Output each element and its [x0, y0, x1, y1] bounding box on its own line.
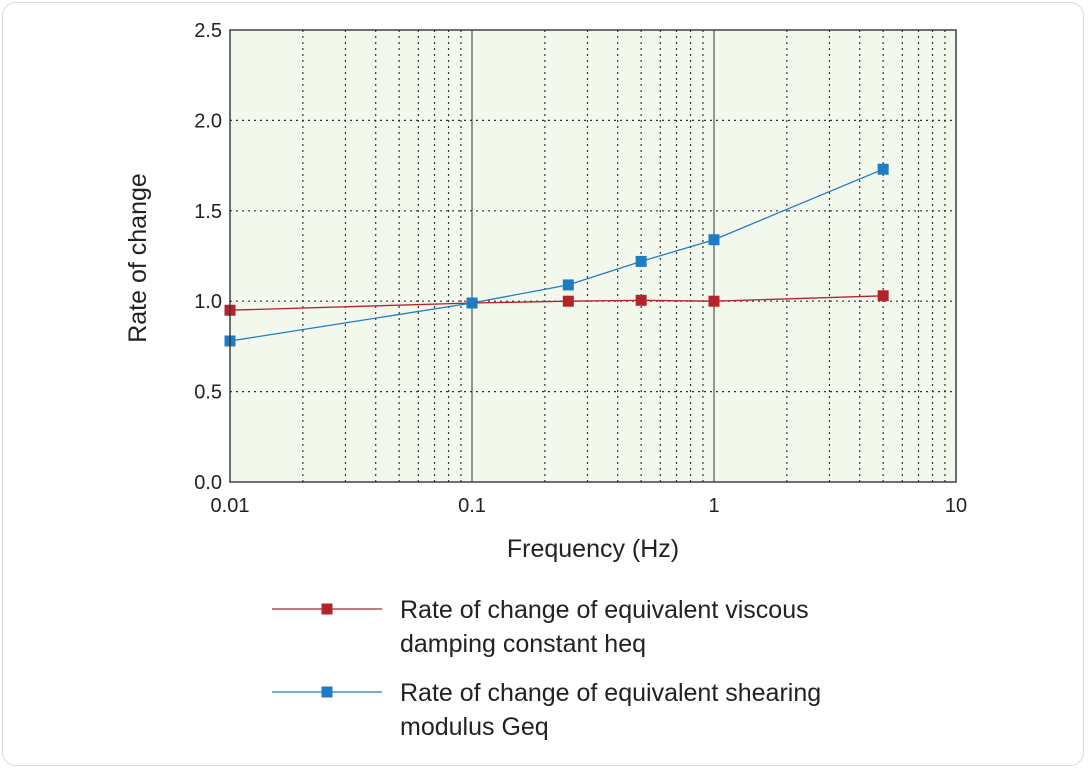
- x-tick-label: 1: [708, 495, 719, 517]
- legend-label-heq: damping constant heq: [400, 630, 646, 658]
- y-tick-label: 2.5: [194, 20, 222, 42]
- data-point-heq: [708, 295, 720, 307]
- plot-background: [230, 30, 956, 482]
- legend-label-Geq: modulus Geq: [400, 713, 549, 741]
- grid-lines: [230, 30, 956, 482]
- series-line-Geq: [229, 168, 884, 342]
- y-tick-label: 1.5: [194, 201, 222, 223]
- y-tick-labels: 0.0 0.5 1.0 1.5 2.0 2.5: [194, 20, 222, 494]
- x-tick-label: 0.1: [458, 495, 486, 517]
- data-point-Geq: [708, 234, 720, 246]
- x-axis-label: Frequency (Hz): [507, 535, 679, 563]
- data-point-Geq: [466, 297, 478, 309]
- legend-label-Geq: Rate of change of equivalent shearing: [400, 679, 821, 707]
- legend-marker-heq: [321, 603, 333, 615]
- x-tick-labels: 0.01 0.1 1 10: [211, 495, 968, 517]
- y-tick-label: 0.0: [194, 472, 222, 494]
- data-point-Geq: [562, 279, 574, 291]
- legend-marker-Geq: [321, 686, 333, 698]
- legend-item-Geq: Rate of change of equivalent shearing mod…: [272, 679, 821, 741]
- series-layer: [224, 163, 889, 347]
- data-point-heq: [562, 295, 574, 307]
- y-axis-label: Rate of change: [124, 173, 152, 343]
- legend: Rate of change of equivalent viscous damp…: [272, 596, 821, 741]
- x-tick-label: 10: [945, 495, 967, 517]
- data-point-heq: [877, 290, 889, 302]
- legend-item-heq: Rate of change of equivalent viscous damp…: [272, 596, 809, 658]
- data-point-Geq: [635, 255, 647, 267]
- data-point-heq: [635, 294, 647, 306]
- x-tick-label: 0.01: [211, 495, 250, 517]
- data-point-Geq: [877, 163, 889, 175]
- plot-border: [229, 29, 957, 483]
- y-tick-label: 1.0: [194, 291, 222, 313]
- y-tick-label: 2.0: [194, 110, 222, 132]
- legend-label-heq: Rate of change of equivalent viscous: [400, 596, 809, 624]
- y-tick-label: 0.5: [194, 382, 222, 404]
- series-line-heq: [229, 295, 884, 311]
